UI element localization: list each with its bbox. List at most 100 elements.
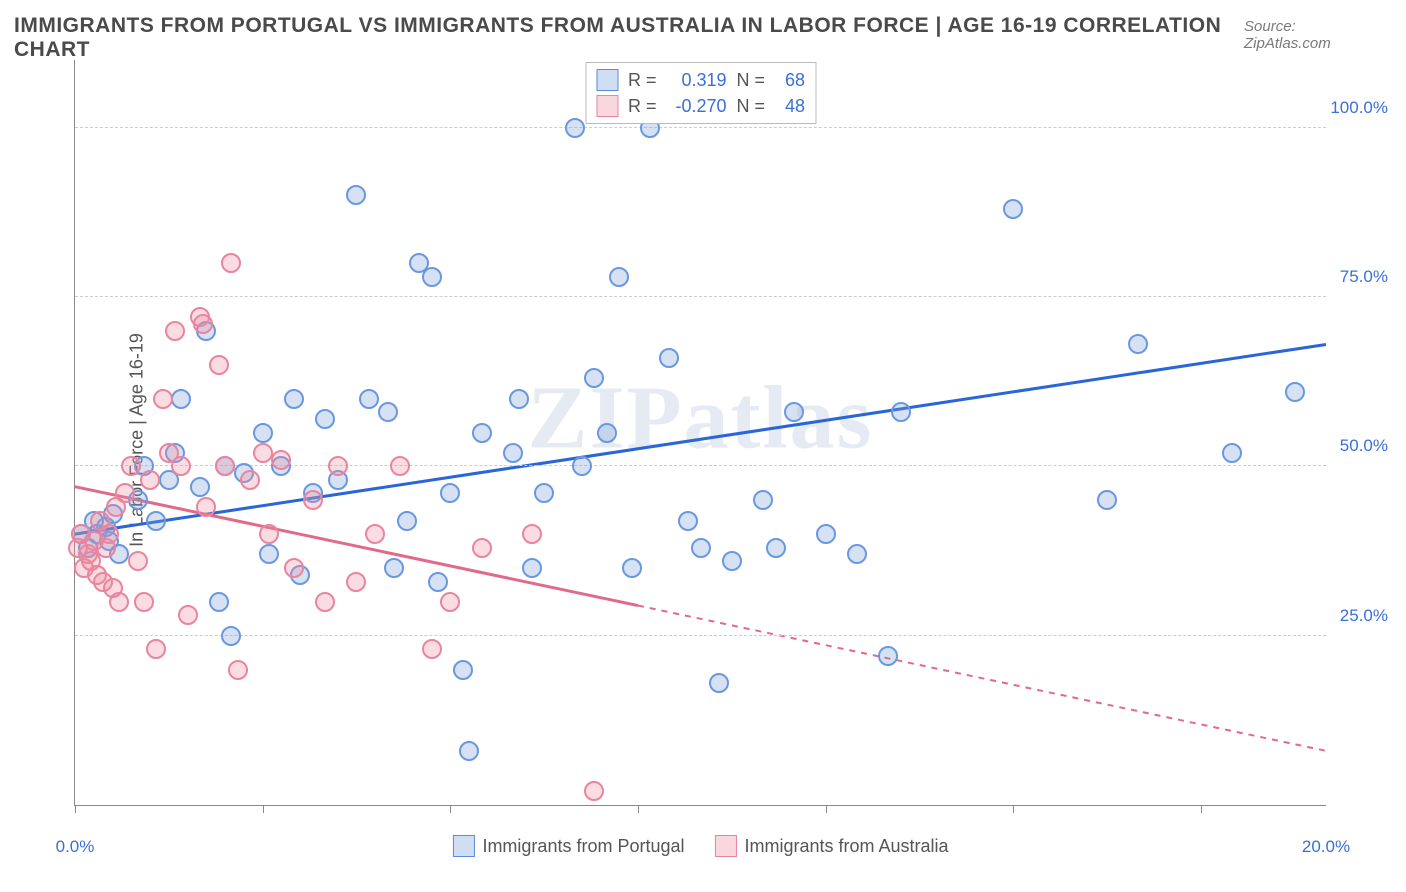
gridline: [75, 635, 1326, 636]
gridline: [75, 465, 1326, 466]
data-point: [271, 450, 291, 470]
data-point: [221, 253, 241, 273]
data-point: [440, 483, 460, 503]
y-tick-label: 25.0%: [1340, 606, 1388, 626]
legend-item-australia: Immigrants from Australia: [715, 835, 949, 857]
n-label: N =: [737, 70, 766, 91]
data-point: [153, 389, 173, 409]
data-point: [209, 355, 229, 375]
chart-container: In Labor Force | Age 16-19 ZIPatlas R = …: [50, 48, 1334, 832]
y-tick-label: 75.0%: [1340, 267, 1388, 287]
data-point: [847, 544, 867, 564]
data-point: [253, 443, 273, 463]
data-point: [259, 544, 279, 564]
data-point: [121, 456, 141, 476]
correlation-legend: R = 0.319 N = 68 R = -0.270 N = 48: [585, 62, 816, 124]
data-point: [221, 626, 241, 646]
plot-area: ZIPatlas R = 0.319 N = 68 R = -0.270 N =…: [74, 60, 1326, 806]
data-point: [503, 443, 523, 463]
data-point: [146, 511, 166, 531]
data-point: [766, 538, 786, 558]
data-point: [328, 456, 348, 476]
data-point: [691, 538, 711, 558]
data-point: [422, 639, 442, 659]
series-name-australia: Immigrants from Australia: [745, 836, 949, 857]
data-point: [171, 389, 191, 409]
data-point: [453, 660, 473, 680]
r-value-australia: -0.270: [667, 96, 727, 117]
data-point: [178, 605, 198, 625]
x-tick-label: 0.0%: [56, 837, 95, 857]
data-point: [659, 348, 679, 368]
data-point: [678, 511, 698, 531]
data-point: [1097, 490, 1117, 510]
data-point: [146, 639, 166, 659]
data-point: [1128, 334, 1148, 354]
data-point: [196, 497, 216, 517]
data-point: [891, 402, 911, 422]
data-point: [315, 592, 335, 612]
data-point: [109, 592, 129, 612]
data-point: [522, 524, 542, 544]
y-tick-label: 100.0%: [1330, 98, 1388, 118]
n-value-australia: 48: [775, 96, 805, 117]
legend-item-portugal: Immigrants from Portugal: [452, 835, 684, 857]
data-point: [215, 456, 235, 476]
data-point: [1003, 199, 1023, 219]
data-point: [193, 314, 213, 334]
data-point: [509, 389, 529, 409]
swatch-blue: [596, 69, 618, 91]
data-point: [597, 423, 617, 443]
data-point: [346, 572, 366, 592]
data-point: [784, 402, 804, 422]
x-tick-mark: [1201, 805, 1202, 813]
data-point: [534, 483, 554, 503]
data-point: [584, 781, 604, 801]
n-value-portugal: 68: [775, 70, 805, 91]
data-point: [565, 118, 585, 138]
data-point: [753, 490, 773, 510]
data-point: [422, 267, 442, 287]
swatch-pink: [596, 95, 618, 117]
data-point: [584, 368, 604, 388]
watermark: ZIPatlas: [527, 366, 873, 469]
swatch-pink: [715, 835, 737, 857]
data-point: [1285, 382, 1305, 402]
data-point: [722, 551, 742, 571]
data-point: [284, 389, 304, 409]
data-point: [816, 524, 836, 544]
r-label: R =: [628, 96, 657, 117]
x-tick-mark: [450, 805, 451, 813]
data-point: [115, 483, 135, 503]
series-name-portugal: Immigrants from Portugal: [482, 836, 684, 857]
x-tick-mark: [75, 805, 76, 813]
data-point: [622, 558, 642, 578]
data-point: [303, 490, 323, 510]
data-point: [365, 524, 385, 544]
data-point: [378, 402, 398, 422]
data-point: [878, 646, 898, 666]
series-legend: Immigrants from Portugal Immigrants from…: [452, 835, 948, 857]
data-point: [99, 524, 119, 544]
data-point: [165, 321, 185, 341]
data-point: [572, 456, 592, 476]
x-tick-mark: [826, 805, 827, 813]
source-label: Source: ZipAtlas.com: [1244, 18, 1380, 52]
data-point: [384, 558, 404, 578]
data-point: [240, 470, 260, 490]
x-tick-mark: [1013, 805, 1014, 813]
data-point: [397, 511, 417, 531]
swatch-blue: [452, 835, 474, 857]
x-tick-label: 20.0%: [1302, 837, 1350, 857]
data-point: [459, 741, 479, 761]
data-point: [259, 524, 279, 544]
n-label: N =: [737, 96, 766, 117]
data-point: [253, 423, 273, 443]
data-point: [171, 456, 191, 476]
x-tick-mark: [638, 805, 639, 813]
gridline: [75, 296, 1326, 297]
data-point: [346, 185, 366, 205]
trend-line-extrapolated: [638, 606, 1326, 751]
data-point: [522, 558, 542, 578]
data-point: [1222, 443, 1242, 463]
